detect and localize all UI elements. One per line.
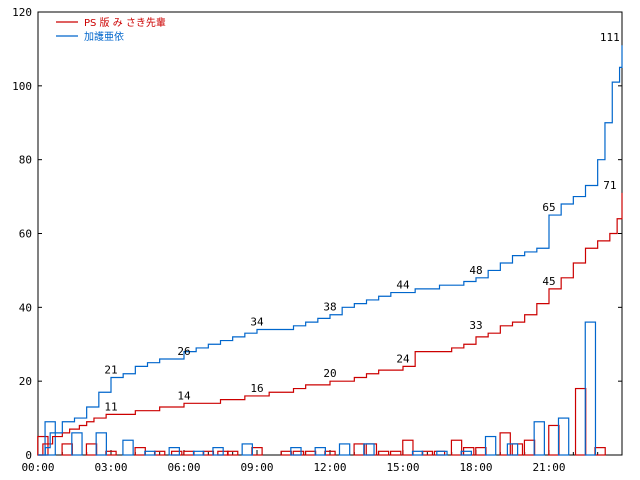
- y-tick-label: 0: [25, 449, 32, 462]
- bar-kago: [314, 447, 326, 456]
- bar-kago: [71, 432, 83, 456]
- bar-ps: [365, 443, 378, 456]
- bar-kago: [436, 450, 448, 456]
- y-tick-label: 60: [19, 228, 32, 241]
- data-label: 34: [250, 315, 264, 328]
- bar-kago: [460, 450, 472, 456]
- bar-kago: [533, 421, 545, 456]
- bar-kago: [122, 439, 134, 456]
- data-label: 20: [323, 367, 336, 380]
- x-tick-label: 15:00: [386, 461, 419, 474]
- bar-ps: [594, 447, 606, 456]
- data-label: 16: [250, 382, 263, 395]
- data-label: 71: [603, 179, 616, 192]
- bar-kago: [484, 435, 497, 456]
- y-tick-label: 120: [12, 6, 32, 19]
- bar-ps: [402, 439, 414, 456]
- x-tick-label: 18:00: [459, 461, 492, 474]
- bar-ps: [304, 450, 317, 456]
- bar-kago: [241, 443, 253, 456]
- bar-kago: [557, 417, 570, 456]
- cumulative-lines: [38, 45, 623, 456]
- bar-ps: [389, 450, 402, 456]
- data-label: 45: [542, 275, 555, 288]
- x-tick-label: 21:00: [532, 461, 565, 474]
- x-tick-label: 12:00: [313, 461, 346, 474]
- legend-label: PS 版 み さき先輩: [84, 16, 166, 29]
- bar-ps: [523, 439, 536, 456]
- data-label: 26: [177, 345, 190, 358]
- y-tick-label: 100: [12, 80, 32, 93]
- data-label: 33: [469, 319, 482, 332]
- bar-kago: [584, 321, 597, 456]
- bar-kago: [192, 450, 205, 456]
- plot-frame: [37, 11, 623, 456]
- bar-ps: [85, 443, 98, 456]
- bar-ps: [280, 450, 292, 456]
- data-label: 38: [323, 301, 336, 314]
- bar-ps: [377, 450, 390, 456]
- x-tick-label: 09:00: [240, 461, 273, 474]
- bar-kago: [411, 450, 424, 456]
- bar-kago: [168, 447, 180, 456]
- bar-ps: [183, 450, 195, 456]
- cumulative-line-kago: [38, 45, 623, 456]
- legend-label: 加護亜依: [84, 30, 124, 43]
- bar-ps: [353, 443, 365, 456]
- x-tick-label: 00:00: [21, 461, 54, 474]
- data-label: 65: [542, 201, 555, 214]
- bar-ps: [548, 424, 560, 456]
- x-tick-label: 06:00: [167, 461, 200, 474]
- bar-kago: [338, 443, 351, 456]
- data-label: 21: [104, 363, 117, 376]
- bar-ps: [134, 447, 146, 456]
- cumulative-line-ps: [38, 192, 623, 456]
- bar-ps: [61, 443, 73, 456]
- bar-kago: [44, 421, 56, 456]
- bar-ps: [475, 447, 487, 456]
- bar-kago: [363, 443, 375, 456]
- x-tick-label: 03:00: [94, 461, 127, 474]
- data-labels: 11 14 16 20 24 33 45 71 21 26 34 38 44 48 65 111: [104, 31, 619, 413]
- hourly-bars: [37, 321, 606, 456]
- bar-ps: [226, 450, 239, 456]
- bar-kago: [290, 447, 302, 456]
- bar-ps: [574, 387, 587, 456]
- bar-ps: [450, 439, 463, 456]
- y-tick-label: 20: [19, 375, 32, 388]
- data-label: 48: [469, 264, 482, 277]
- data-label: 111: [600, 31, 620, 44]
- data-label: 24: [396, 352, 410, 365]
- y-tick-label: 40: [19, 301, 32, 314]
- bar-kago: [506, 443, 519, 456]
- data-label: 44: [396, 279, 410, 292]
- bar-kago: [95, 432, 107, 456]
- data-label: 11: [104, 400, 117, 413]
- y-tick-label: 80: [19, 154, 32, 167]
- data-label: 14: [177, 389, 191, 402]
- bar-kago: [144, 450, 156, 456]
- bar-kago: [212, 447, 224, 456]
